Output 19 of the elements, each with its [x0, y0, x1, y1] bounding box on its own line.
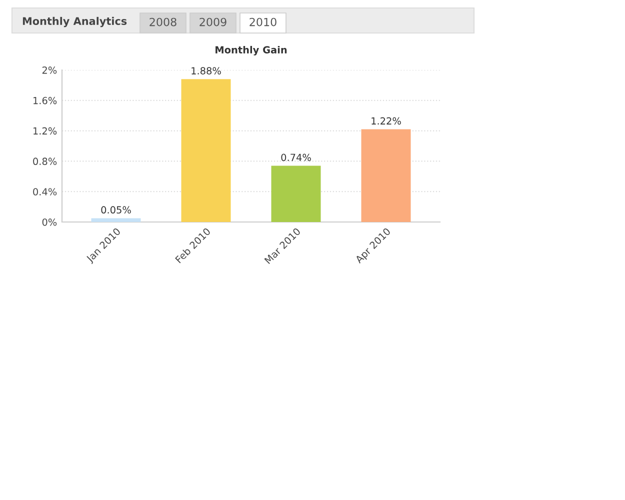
data-label: 0.74%: [281, 154, 311, 162]
bar: [361, 129, 411, 222]
bar: [271, 166, 321, 222]
text: 2008: [150, 18, 176, 26]
y-tick-label: 1.2%: [34, 127, 57, 135]
y-tick-label: 2%: [42, 66, 57, 74]
y-tick-label: 0.8%: [33, 158, 57, 166]
bar: [91, 218, 141, 222]
text: 2009: [200, 18, 226, 26]
data-label: 1.22%: [372, 117, 401, 125]
y-tick-label: 1.6%: [34, 96, 57, 104]
text: Monthly Analytics: [22, 16, 127, 28]
bar: [181, 79, 231, 222]
data-label: 0.05%: [101, 206, 131, 214]
data-label: 1.88%: [192, 67, 221, 74]
y-tick-label: 0.4%: [33, 188, 57, 196]
text: 2010: [250, 18, 276, 26]
chart-title: Monthly Gain: [216, 46, 287, 56]
y-tick-label: 0%: [42, 218, 57, 226]
